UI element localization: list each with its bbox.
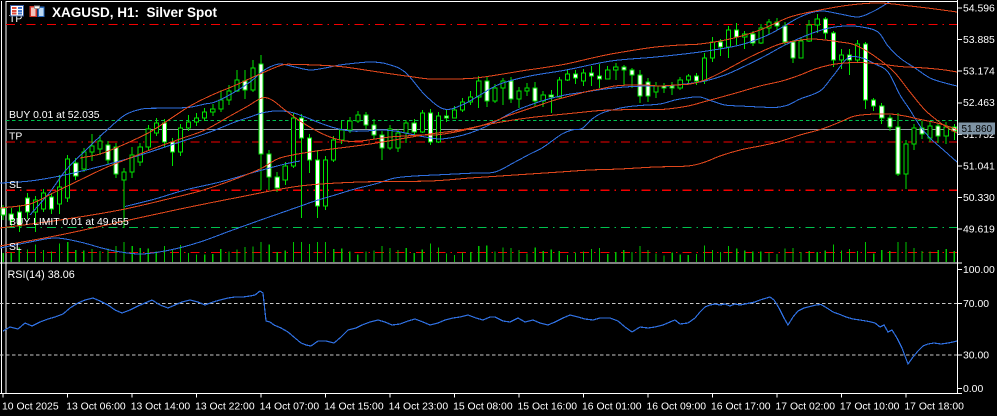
svg-text:54.596: 54.596: [963, 3, 995, 14]
svg-text:14 Oct 07:00: 14 Oct 07:00: [260, 402, 320, 413]
svg-text:10 Oct 2025: 10 Oct 2025: [2, 402, 59, 413]
svg-text:49.619: 49.619: [963, 225, 995, 236]
svg-text:TP: TP: [9, 14, 22, 25]
svg-text:51.752: 51.752: [963, 130, 995, 141]
svg-text:53.174: 53.174: [963, 67, 995, 78]
svg-text:17 Oct 10:00: 17 Oct 10:00: [840, 402, 900, 413]
svg-text:16 Oct 17:00: 16 Oct 17:00: [711, 402, 771, 413]
svg-text:RSI(14) 38.06: RSI(14) 38.06: [8, 269, 75, 281]
svg-text:13 Oct 06:00: 13 Oct 06:00: [66, 402, 126, 413]
svg-text:16 Oct 01:00: 16 Oct 01:00: [582, 402, 642, 413]
svg-text:14 Oct 15:00: 14 Oct 15:00: [324, 402, 384, 413]
svg-text:BUY LIMIT 0.01 at 49.655: BUY LIMIT 0.01 at 49.655: [9, 217, 129, 228]
svg-text:17 Oct 02:00: 17 Oct 02:00: [776, 402, 836, 413]
svg-text:BUY 0.01 at 52.035: BUY 0.01 at 52.035: [9, 110, 100, 121]
svg-text:51.041: 51.041: [963, 161, 995, 172]
svg-text:51.860: 51.860: [962, 124, 993, 135]
svg-text:30.00: 30.00: [963, 350, 989, 361]
svg-text:TP: TP: [9, 132, 22, 143]
svg-text:15 Oct 16:00: 15 Oct 16:00: [518, 402, 578, 413]
svg-text:XAGUSD, H1: Silver Spot: XAGUSD, H1: Silver Spot: [52, 5, 218, 20]
svg-text:13 Oct 22:00: 13 Oct 22:00: [195, 402, 255, 413]
svg-text:14 Oct 23:00: 14 Oct 23:00: [389, 402, 449, 413]
svg-text:52.463: 52.463: [963, 98, 995, 109]
svg-text:100.00: 100.00: [963, 265, 995, 276]
svg-text:13 Oct 14:00: 13 Oct 14:00: [131, 402, 191, 413]
svg-text:16 Oct 09:00: 16 Oct 09:00: [647, 402, 707, 413]
svg-text:SL: SL: [9, 242, 22, 253]
svg-text:15 Oct 08:00: 15 Oct 08:00: [453, 402, 513, 413]
svg-text:0.00: 0.00: [963, 384, 983, 395]
svg-text:50.330: 50.330: [963, 193, 995, 204]
svg-text:53.885: 53.885: [963, 35, 995, 46]
svg-text:70.00: 70.00: [963, 299, 989, 310]
svg-text:17 Oct 18:00: 17 Oct 18:00: [904, 402, 964, 413]
svg-text:SL: SL: [9, 180, 22, 191]
